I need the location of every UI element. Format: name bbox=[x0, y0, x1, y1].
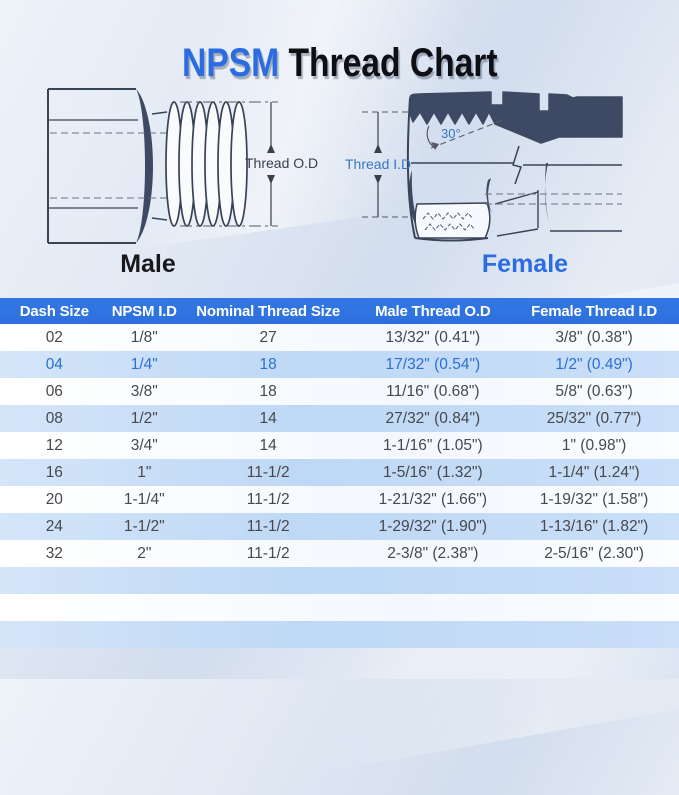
table-cell: 2" bbox=[137, 544, 152, 562]
table-cell: 1-19/32" (1.58") bbox=[539, 490, 649, 508]
empty-stripe-row bbox=[0, 621, 679, 648]
table-cell: 17/32" (0.54") bbox=[385, 355, 481, 373]
table-cell: 3/4" bbox=[130, 436, 158, 454]
table-cell: 1/2" bbox=[130, 409, 158, 427]
table-cell: 1-1/2" bbox=[123, 517, 165, 535]
table-cell: 12 bbox=[45, 436, 63, 454]
table-row: 04 1/4" 18 17/32" (0.54") 1/2" (0.49") bbox=[0, 351, 679, 378]
table-cell: 02 bbox=[45, 328, 63, 346]
table-cell: 1-1/16" (1.05") bbox=[382, 436, 483, 454]
page-title: NPSM Thread Chart bbox=[0, 41, 679, 86]
table-cell: 20 bbox=[45, 490, 63, 508]
table-cell: 08 bbox=[45, 409, 63, 427]
table-cell: 14 bbox=[259, 436, 277, 454]
hex-shoulder-crescent bbox=[136, 89, 153, 243]
table-cell: 32 bbox=[45, 544, 63, 562]
thread-crests bbox=[165, 101, 248, 227]
table-cell: 2-3/8" (2.38") bbox=[387, 544, 479, 562]
table-cell: 1" (0.98") bbox=[561, 436, 627, 454]
table-header-row: Dash Size NPSM I.D Nominal Thread Size M… bbox=[0, 298, 679, 324]
angle-arc bbox=[426, 125, 436, 149]
table-cell: 1" bbox=[137, 463, 152, 481]
title-brand: NPSM bbox=[181, 40, 279, 85]
table-body: 02 1/8" 27 13/32" (0.41") 3/8" (0.38") 04 1/4"… bbox=[0, 324, 679, 567]
table-cell: 1-1/4" (1.24") bbox=[548, 463, 640, 481]
table-cell: 1-13/16" (1.82") bbox=[539, 517, 649, 535]
table-cell: 1/4" bbox=[130, 355, 158, 373]
female-diagram-caption: Female bbox=[481, 250, 569, 278]
table-cell: 16 bbox=[45, 463, 63, 481]
table-cell: 11-1/2 bbox=[246, 463, 290, 481]
table-cell: 27/32" (0.84") bbox=[385, 409, 481, 427]
table-cell: 1-5/16" (1.32") bbox=[382, 463, 483, 481]
male-diagram-caption: Male bbox=[120, 250, 176, 278]
table-cell: 11-1/2 bbox=[246, 490, 290, 508]
angle-label: 30° bbox=[441, 126, 461, 141]
thread-id-label: Thread I.D bbox=[345, 156, 411, 172]
table-cell: 1-1/4" bbox=[123, 490, 165, 508]
table-row: 06 3/8" 18 11/16" (0.68") 5/8" (0.63") bbox=[0, 378, 679, 405]
thread-spec-table: Dash Size NPSM I.D Nominal Thread Size M… bbox=[0, 298, 679, 648]
table-cell: 3/8" bbox=[130, 382, 158, 400]
table-cell: 25/32" (0.77") bbox=[546, 409, 642, 427]
empty-stripe-row bbox=[0, 567, 679, 594]
table-cell: 14 bbox=[259, 409, 277, 427]
table-row: 16 1" 11-1/2 1-5/16" (1.32") 1-1/4" (1.24") bbox=[0, 459, 679, 486]
table-cell: 11-1/2 bbox=[246, 517, 290, 535]
table-cell: 11-1/2 bbox=[246, 544, 290, 562]
table-cell: 06 bbox=[45, 382, 63, 400]
pipe-break-symbol bbox=[512, 145, 522, 185]
thread-od-label: Thread O.D bbox=[245, 155, 318, 171]
table-row: 02 1/8" 27 13/32" (0.41") 3/8" (0.38") bbox=[0, 324, 679, 351]
male-fitting-diagram: Thread O.D bbox=[47, 88, 318, 244]
table-cell: 04 bbox=[45, 355, 63, 373]
column-header-female-thread-id: Female Thread I.D bbox=[531, 302, 657, 320]
table-cell: 1/8" bbox=[130, 328, 158, 346]
title-rest: Thread Chart bbox=[278, 40, 498, 85]
table-cell: 27 bbox=[259, 328, 277, 346]
table-row: 08 1/2" 14 27/32" (0.84") 25/32" (0.77") bbox=[0, 405, 679, 432]
table-cell: 11/16" (0.68") bbox=[386, 382, 480, 400]
table-cell: 24 bbox=[45, 517, 63, 535]
table-cell: 1/2" (0.49") bbox=[555, 355, 633, 373]
table-cell: 1-29/32" (1.90") bbox=[378, 517, 487, 535]
column-header-male-thread-od: Male Thread O.D bbox=[375, 302, 491, 320]
empty-stripe-row bbox=[0, 594, 679, 621]
table-row: 20 1-1/4" 11-1/2 1-21/32" (1.66") 1-19/32" (… bbox=[0, 486, 679, 513]
table-cell: 1-21/32" (1.66") bbox=[378, 490, 487, 508]
table-cell: 18 bbox=[259, 355, 277, 373]
column-header-npsm-id: NPSM I.D bbox=[111, 302, 177, 320]
table-row: 24 1-1/2" 11-1/2 1-29/32" (1.90") 1-13/16" (… bbox=[0, 513, 679, 540]
column-header-nominal-thread-size: Nominal Thread Size bbox=[196, 302, 341, 320]
nut-top-section bbox=[409, 91, 623, 144]
female-fitting-diagram: Thread I.D 30° bbox=[345, 91, 623, 242]
table-cell: 2-5/16" (2.30") bbox=[544, 544, 644, 562]
ferrule-edge-section bbox=[486, 178, 492, 213]
table-row: 12 3/4" 14 1-1/16" (1.05") 1" (0.98") bbox=[0, 432, 679, 459]
table-cell: 13/32" (0.41") bbox=[385, 328, 481, 346]
pipe-edge-section bbox=[544, 163, 552, 232]
table-cell: 3/8" (0.38") bbox=[555, 328, 633, 346]
column-header-dash-size: Dash Size bbox=[19, 302, 89, 320]
internal-thread-section bbox=[414, 202, 491, 239]
table-row: 32 2" 11-1/2 2-3/8" (2.38") 2-5/16" (2.30") bbox=[0, 540, 679, 567]
table-cell: 18 bbox=[259, 382, 277, 400]
table-cell: 5/8" (0.63") bbox=[555, 382, 633, 400]
